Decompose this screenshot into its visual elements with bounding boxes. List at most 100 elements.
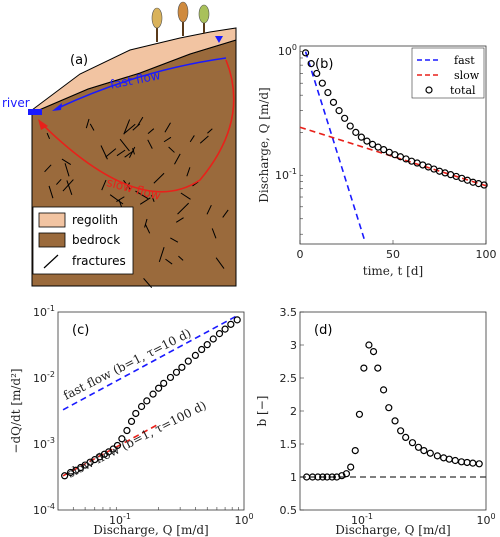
fracture-mark xyxy=(61,158,72,166)
b-ytick-1: 100 xyxy=(278,43,297,58)
legend-regolith-label: regolith xyxy=(72,213,118,227)
river-mark xyxy=(28,109,42,115)
b-point xyxy=(368,140,377,148)
b-xtick-100: 100 xyxy=(476,248,497,261)
regolith-swatch xyxy=(38,212,66,228)
fracture-mark xyxy=(189,135,195,143)
fracture-mark xyxy=(144,224,151,234)
d-point xyxy=(374,364,382,372)
fracture-mark xyxy=(44,164,52,173)
b-xtick-0: 0 xyxy=(297,248,304,261)
bedrock-swatch xyxy=(38,232,66,248)
fracture-mark xyxy=(101,179,107,191)
fracture-mark xyxy=(207,128,213,134)
d-point xyxy=(308,473,317,481)
b-point xyxy=(307,60,315,68)
d-point xyxy=(420,447,428,455)
fracture-mark xyxy=(178,255,184,261)
fast-flow-arrow xyxy=(57,57,227,109)
b-ylabel: Discharge, Q [m/d] xyxy=(257,87,271,203)
fast-flow-arrowhead xyxy=(52,103,62,111)
fracture-mark xyxy=(147,128,155,134)
c-point xyxy=(227,320,235,328)
c-point xyxy=(209,335,217,343)
chart-d: (d) 10-1 100 0.511.522.533.5 Discharge, … xyxy=(255,306,496,537)
c-ytick-1e-3: 10-3 xyxy=(33,436,55,451)
c-point xyxy=(166,373,175,382)
fracture-swatch xyxy=(43,254,59,269)
chart-c-frame xyxy=(57,311,245,511)
b-point xyxy=(380,146,388,154)
d-ylabel: b [−] xyxy=(255,396,269,427)
sketch-legend: regolith bedrock fractures xyxy=(32,206,134,275)
d-point xyxy=(351,447,359,455)
slow-flow-arrowhead xyxy=(38,119,48,130)
d-point xyxy=(426,449,434,457)
fracture-mark xyxy=(170,237,179,243)
chart-b-legend: fast slow total xyxy=(411,47,485,99)
c-point xyxy=(118,435,126,443)
chart-b: (b) fast slow total 0 50 100 100 10-1 ti… xyxy=(257,43,497,278)
legend-total-label: total xyxy=(450,84,476,97)
c-point xyxy=(184,357,192,365)
d-ytick-label: 0.5 xyxy=(280,504,298,517)
c-xtick-1: 100 xyxy=(234,512,253,527)
fracture-mark xyxy=(123,119,131,135)
fracture-mark xyxy=(119,138,130,152)
c-point xyxy=(233,316,241,324)
fracture-mark xyxy=(168,146,175,153)
fracture-mark xyxy=(143,278,153,289)
d-point xyxy=(475,460,483,468)
fracture-mark xyxy=(56,178,62,185)
d-point xyxy=(433,452,441,460)
fracture-mark xyxy=(211,228,217,239)
c-xlabel: Discharge, Q [m/d] xyxy=(93,523,209,537)
b-point xyxy=(313,69,321,78)
b-point xyxy=(374,143,382,151)
d-point xyxy=(379,386,388,394)
d-ytick-label: 2 xyxy=(290,405,297,418)
fracture-marks xyxy=(44,116,229,289)
fracture-mark xyxy=(151,194,155,203)
river-label: river xyxy=(2,96,30,110)
tree-icons xyxy=(151,1,210,42)
d-point xyxy=(397,427,405,435)
c-point xyxy=(109,445,117,453)
d-xtick-1: 100 xyxy=(476,512,495,527)
c-point xyxy=(160,379,168,387)
b-series-0-line xyxy=(304,51,366,243)
c-ytick-1e-1: 10-1 xyxy=(33,304,55,319)
chart-c: (c) fast flow (b=1, τ=10 d) slow flow (b… xyxy=(9,304,254,537)
c-point xyxy=(178,363,186,371)
b-point xyxy=(329,98,338,106)
c-ylabel: −dQ/dt [m/d²] xyxy=(9,368,23,453)
c-point xyxy=(61,472,69,480)
c-point xyxy=(215,330,224,338)
b-point xyxy=(301,49,310,57)
b-point xyxy=(335,107,343,115)
hillslope-sketch: (a) river fast flow slow flow regolith b… xyxy=(2,1,237,289)
d-ytick-label: 3.5 xyxy=(280,306,298,319)
c-point xyxy=(172,368,181,376)
slow-flow-arrow xyxy=(41,59,235,193)
fracture-mark xyxy=(215,257,225,269)
c-series-0-line xyxy=(62,314,239,411)
fracture-mark xyxy=(180,192,191,200)
fracture-mark xyxy=(64,163,70,177)
fracture-mark xyxy=(147,139,153,149)
d-point xyxy=(360,364,368,372)
fracture-mark xyxy=(66,180,73,196)
fracture-mark xyxy=(186,167,191,177)
d-point xyxy=(355,410,364,418)
fracture-mark xyxy=(105,148,117,158)
fracture-mark xyxy=(165,258,173,265)
sketch-panel-label: (a) xyxy=(70,53,88,68)
c-point xyxy=(198,345,206,354)
fracture-mark xyxy=(128,146,136,158)
d-point xyxy=(369,348,378,356)
d-point xyxy=(314,473,322,481)
d-point xyxy=(328,473,336,481)
d-point xyxy=(333,473,341,481)
b-point xyxy=(341,114,349,122)
